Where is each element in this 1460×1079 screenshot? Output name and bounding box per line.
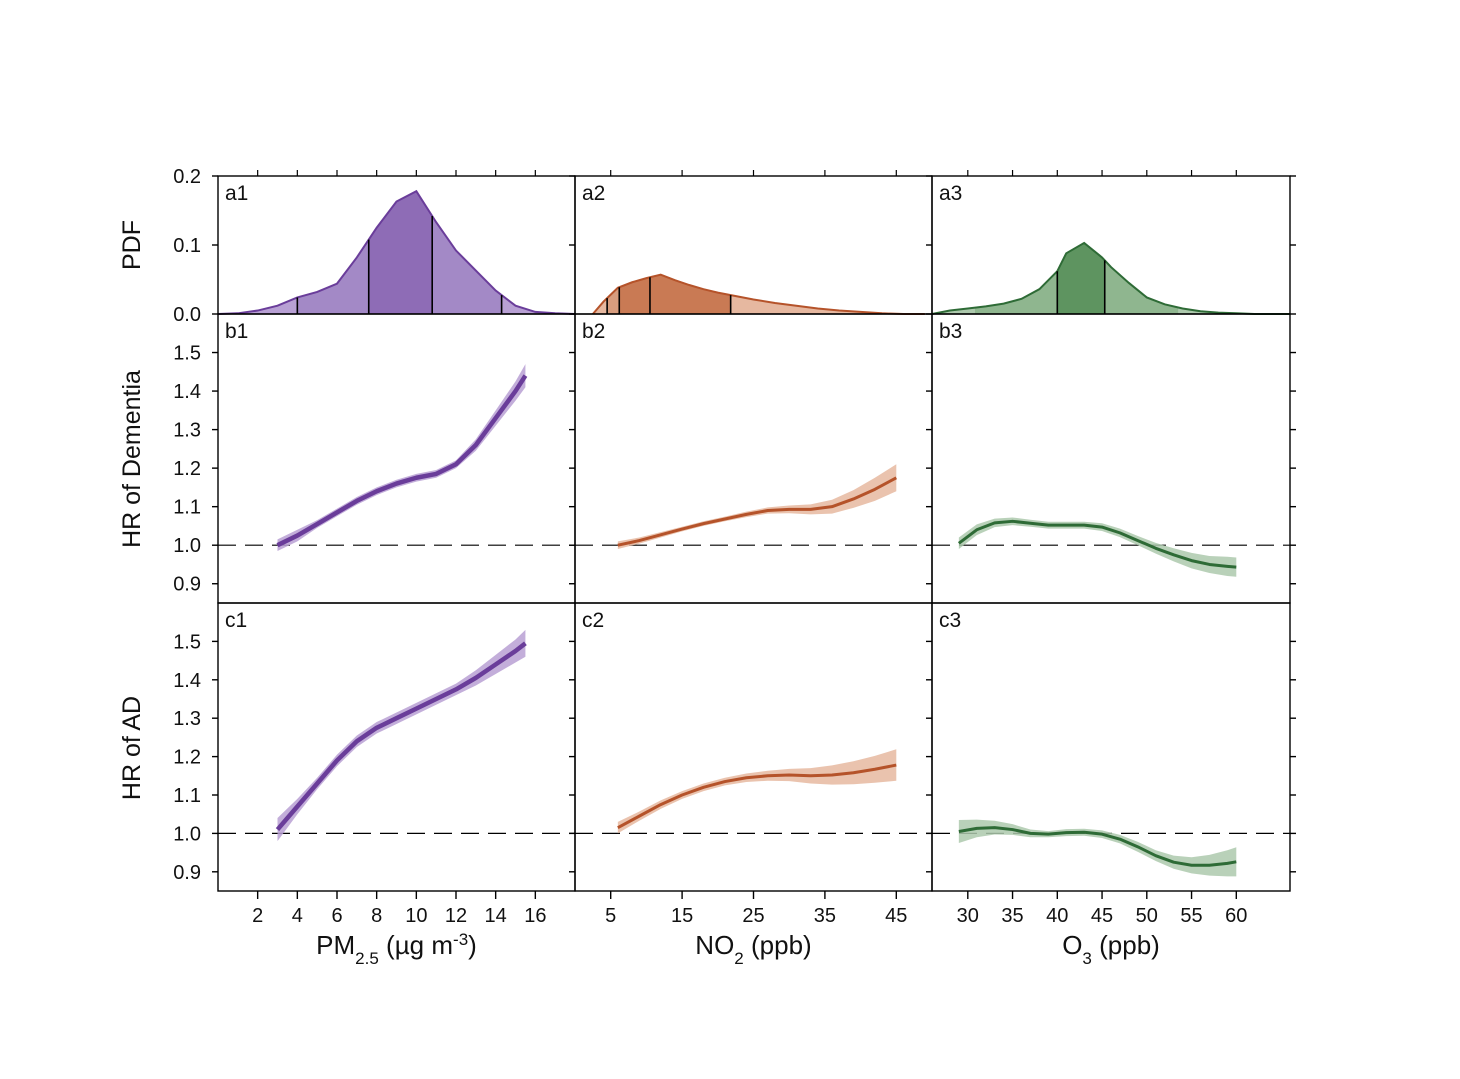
pdf-curve bbox=[217, 189, 576, 315]
x-axis-title-units: (µg m bbox=[379, 930, 453, 960]
x-tick-label: 10 bbox=[405, 905, 427, 927]
y-tick-label: 0.0 bbox=[173, 304, 201, 326]
panel-r1-c2: b3 bbox=[926, 313, 1296, 604]
hazard-ratio-line bbox=[617, 476, 898, 547]
x-tick-label: 4 bbox=[292, 905, 303, 927]
panel-r1-c0: b1 0.9 1.0 1.1 1.2 1.3 1.4 1.5 bbox=[173, 313, 576, 604]
confidence-band bbox=[958, 517, 1237, 577]
y-axis-label-ad: HR of AD bbox=[118, 696, 146, 800]
y-tick-label: 1.4 bbox=[173, 381, 201, 403]
x-tick-label: 45 bbox=[885, 905, 907, 927]
x-tick-label: 14 bbox=[485, 905, 507, 927]
x-tick-label: 30 bbox=[957, 905, 979, 927]
hazard-ratio-line bbox=[958, 826, 1237, 867]
y-tick-label: 1.5 bbox=[173, 631, 201, 653]
row-axis-labels: PDF HR of Dementia HR of AD bbox=[118, 220, 146, 800]
pdf-curve bbox=[931, 241, 1290, 315]
panel-label-a1: a1 bbox=[225, 182, 248, 205]
x-tick-label: 16 bbox=[524, 905, 546, 927]
x-tick-label: 8 bbox=[371, 905, 382, 927]
y-tick-label: 1.0 bbox=[173, 823, 201, 845]
y-tick-label: 0.9 bbox=[173, 574, 201, 596]
confidence-band bbox=[277, 629, 526, 842]
x-axis-title-end: ) bbox=[468, 930, 477, 960]
pdf-curve bbox=[592, 273, 925, 315]
y-tick-label: 1.2 bbox=[173, 747, 201, 769]
x-tick-label: 35 bbox=[1001, 905, 1023, 927]
panel-label-c3: c3 bbox=[939, 609, 961, 632]
x-axis-title: PM2.5 (µg m-3) bbox=[316, 930, 477, 968]
x-axis-title-units: (ppb) bbox=[1092, 930, 1160, 960]
panel-label-a3: a3 bbox=[939, 182, 962, 205]
panel-frame bbox=[574, 602, 933, 892]
pdf-fill-inner bbox=[368, 191, 433, 314]
x-tick-label: 15 bbox=[671, 905, 693, 927]
panel-grid: a1 0.0 0.1 0.2 b1 0.9 1.0 1.1 1.2 1.3 1.4 1.5 c1 0.9 1… bbox=[173, 166, 1296, 968]
x-tick-label: 55 bbox=[1180, 905, 1202, 927]
y-tick-label: 1.4 bbox=[173, 670, 201, 692]
y-tick-label: 1.0 bbox=[173, 535, 201, 557]
panel-r0-c0: a1 0.0 0.1 0.2 bbox=[173, 166, 576, 326]
x-tick-label: 25 bbox=[742, 905, 764, 927]
y-tick-label: 1.1 bbox=[173, 785, 201, 807]
y-axis-label-pdf: PDF bbox=[118, 220, 146, 270]
pdf-fill-inner bbox=[619, 274, 731, 314]
x-tick-label: 12 bbox=[445, 905, 467, 927]
panel-label-a2: a2 bbox=[582, 182, 605, 205]
hazard-ratio-line bbox=[275, 641, 527, 832]
x-tick-label: 2 bbox=[252, 905, 263, 927]
x-axis-title-main: NO bbox=[695, 930, 734, 960]
x-tick-label: 40 bbox=[1046, 905, 1068, 927]
y-axis-label-dementia: HR of Dementia bbox=[118, 370, 146, 548]
x-axis-title-subscript: 2.5 bbox=[355, 949, 379, 968]
y-tick-label: 0.2 bbox=[173, 166, 201, 188]
hazard-ratio-line bbox=[957, 519, 1237, 569]
panel-label-c2: c2 bbox=[582, 609, 604, 632]
y-tick-label: 0.9 bbox=[173, 862, 201, 884]
confidence-band bbox=[617, 749, 897, 834]
y-tick-label: 1.3 bbox=[173, 708, 201, 730]
panel-r0-c1: a2 bbox=[569, 175, 933, 315]
x-axis-title-superscript: -3 bbox=[453, 930, 468, 949]
x-axis-title-subscript: 2 bbox=[734, 949, 743, 968]
panel-label-b2: b2 bbox=[582, 320, 605, 343]
x-tick-label: 50 bbox=[1136, 905, 1158, 927]
x-axis-title-main: O bbox=[1062, 930, 1082, 960]
panel-frame bbox=[217, 313, 576, 604]
panel-r2-c1: c2 bbox=[569, 602, 933, 892]
x-axis-title: O3 (ppb) bbox=[1062, 930, 1160, 968]
x-tick-label: 35 bbox=[814, 905, 836, 927]
hazard-ratio-line bbox=[276, 374, 528, 548]
panel-r0-c2: a3 bbox=[926, 175, 1296, 315]
hazard-ratio-line bbox=[617, 763, 897, 829]
panel-r2-c2: c3 bbox=[926, 602, 1296, 892]
panel-frame bbox=[931, 602, 1291, 892]
panel-r2-c0: c1 0.9 1.0 1.1 1.2 1.3 1.4 1.5 bbox=[173, 602, 576, 892]
y-tick-label: 1.5 bbox=[173, 343, 201, 365]
panel-frame bbox=[574, 313, 933, 604]
x-axis-title-subscript: 3 bbox=[1082, 949, 1091, 968]
x-tick-label: 60 bbox=[1225, 905, 1247, 927]
x-axis-title: NO2 (ppb) bbox=[695, 930, 811, 968]
y-tick-label: 1.3 bbox=[173, 420, 201, 442]
y-tick-label: 1.1 bbox=[173, 497, 201, 519]
panel-label-c1: c1 bbox=[225, 609, 247, 632]
y-tick-label: 1.2 bbox=[173, 458, 201, 480]
x-axis-title-main: PM bbox=[316, 930, 355, 960]
x-tick-label: 5 bbox=[605, 905, 616, 927]
pdf-fill-inner bbox=[1057, 242, 1105, 314]
x-tick-label: 45 bbox=[1091, 905, 1113, 927]
y-tick-label: 0.1 bbox=[173, 235, 201, 257]
panel-label-b3: b3 bbox=[939, 320, 962, 343]
x-axis-title-units: (ppb) bbox=[744, 930, 812, 960]
panel-r1-c1: b2 bbox=[569, 313, 933, 604]
x-tick-label: 6 bbox=[331, 905, 342, 927]
panel-label-b1: b1 bbox=[225, 320, 248, 343]
